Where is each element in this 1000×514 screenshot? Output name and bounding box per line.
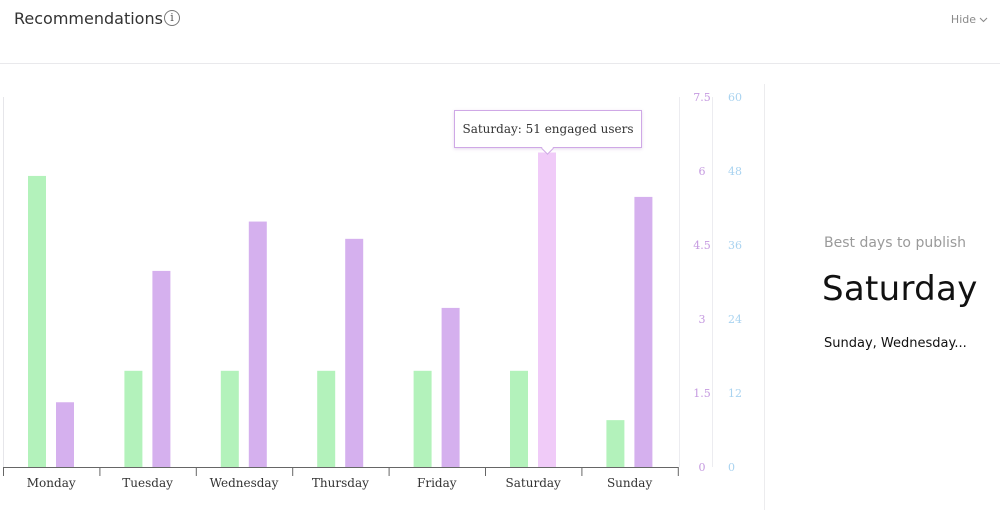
- left-axis-tick-label: 3: [699, 313, 706, 326]
- bar-left-sunday: [606, 420, 625, 467]
- x-tick-label: Friday: [417, 476, 457, 490]
- x-tick-label: Wednesday: [210, 476, 279, 490]
- left-axis-tick-label: 4.5: [693, 239, 711, 252]
- best-days-panel: Best days to publish Saturday Sunday, We…: [765, 84, 1000, 510]
- bar-right-tuesday: [152, 270, 171, 467]
- right-axis-tick-label: 36: [728, 239, 742, 252]
- bar-right-friday: [441, 307, 460, 467]
- bar-left-saturday: [510, 370, 528, 467]
- other-days-value: Sunday, Wednesday...: [824, 336, 967, 351]
- bar-right-monday: [56, 402, 74, 467]
- bar-left-tuesday: [124, 370, 143, 467]
- left-axis-tick-label: 6: [699, 165, 706, 178]
- left-axis-tick-label: 1.5: [693, 387, 711, 400]
- left-axis-tick-label: 0: [699, 461, 706, 474]
- info-icon[interactable]: i: [164, 10, 180, 26]
- right-axis-tick-label: 60: [728, 91, 742, 104]
- x-tick-label: Sunday: [607, 476, 653, 490]
- chart-tooltip: Saturday: 51 engaged users: [454, 110, 642, 148]
- x-tick-label: Monday: [27, 476, 76, 490]
- best-days-label: Best days to publish: [824, 235, 967, 251]
- bar-left-wednesday: [220, 370, 239, 467]
- panel-divider: [764, 84, 765, 510]
- x-tick-label: Tuesday: [122, 476, 173, 490]
- left-axis-tick-label: 7.5: [693, 91, 711, 104]
- bar-right-wednesday: [248, 221, 267, 467]
- bar-left-friday: [413, 370, 432, 467]
- engagement-chart: Monday Tuesday Wednesday Thursday Friday Satu…: [0, 84, 764, 510]
- bar-left-thursday: [317, 370, 336, 467]
- bar-right-saturday: [538, 152, 556, 467]
- right-axis-tick-label: 12: [728, 387, 742, 400]
- right-axis-tick-label: 48: [728, 165, 742, 178]
- hide-button[interactable]: Hide: [951, 13, 988, 26]
- recommendations-header: Recommendations i Hide: [0, 0, 1000, 64]
- bar-right-sunday: [634, 196, 653, 467]
- chevron-down-icon: [979, 17, 988, 22]
- bar-left-monday: [28, 175, 46, 467]
- x-tick-label: Thursday: [312, 476, 369, 490]
- best-day-value: Saturday: [822, 269, 978, 309]
- bar-right-thursday: [345, 238, 364, 467]
- page-title: Recommendations: [14, 9, 163, 28]
- x-tick-label: Saturday: [506, 476, 561, 490]
- right-axis-tick-label: 24: [728, 313, 742, 326]
- right-axis-tick-label: 0: [728, 461, 735, 474]
- engagement-bar-chart: Monday Tuesday Wednesday Thursday Friday Satu…: [3, 91, 742, 490]
- hide-label: Hide: [950, 13, 976, 26]
